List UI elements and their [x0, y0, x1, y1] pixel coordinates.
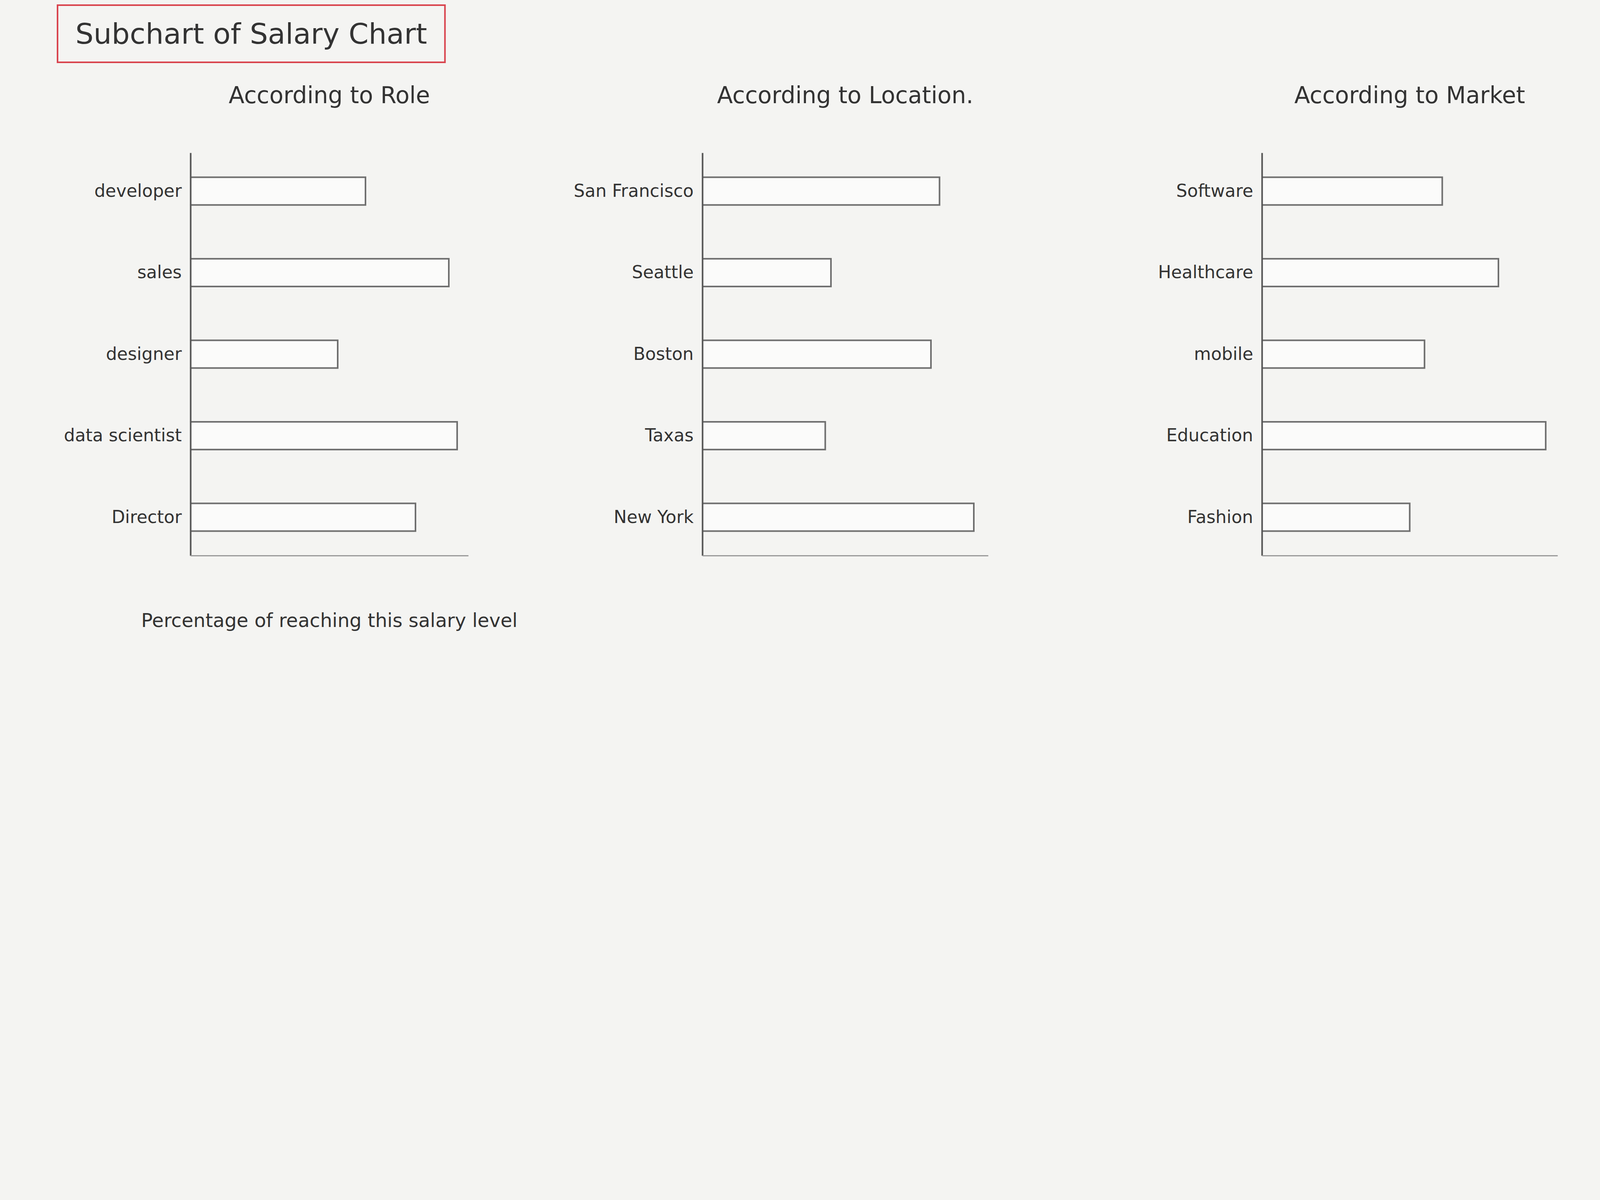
x-axis-line — [1262, 555, 1558, 557]
y-tick-label: Boston — [633, 343, 694, 364]
y-tick: Director — [111, 506, 191, 527]
y-tick-label: New York — [613, 506, 695, 527]
bar — [1261, 340, 1425, 369]
bars — [1261, 177, 1546, 532]
bar — [1261, 177, 1443, 206]
bar — [1261, 258, 1499, 287]
bar — [190, 177, 366, 206]
bar — [190, 258, 449, 287]
y-tick: San Francisco — [573, 180, 703, 201]
y-axis: Software Healthcare mobile Education Fashion — [1157, 153, 1262, 556]
y-tick: data scientist — [63, 425, 191, 446]
y-tick: Education — [1166, 425, 1262, 446]
y-tick-label: Director — [111, 506, 183, 527]
y-tick-label: data scientist — [63, 425, 182, 446]
chart-title: According to Market — [1294, 81, 1526, 109]
y-tick-label: Healthcare — [1157, 261, 1254, 283]
y-tick: mobile — [1194, 343, 1262, 364]
bar — [702, 503, 974, 532]
y-tick-label: Seattle — [631, 261, 694, 283]
y-tick: Healthcare — [1157, 261, 1262, 283]
bar — [702, 258, 831, 287]
y-tick-label: designer — [105, 343, 183, 364]
y-tick: Taxas — [644, 425, 703, 446]
x-axis-line — [702, 555, 989, 557]
y-tick-label: Fashion — [1187, 506, 1254, 527]
y-tick: developer — [94, 180, 191, 201]
y-tick-label: San Francisco — [573, 180, 694, 201]
x-axis — [702, 555, 989, 556]
bar — [190, 421, 458, 450]
y-axis-line — [701, 153, 704, 556]
x-axis — [190, 555, 469, 556]
y-tick: sales — [137, 261, 191, 283]
bar — [702, 177, 940, 206]
y-axis-line — [190, 153, 192, 556]
x-axis-line — [190, 555, 469, 557]
y-tick-label: Education — [1166, 425, 1254, 446]
y-tick: Boston — [633, 343, 703, 364]
y-tick-label: mobile — [1194, 343, 1254, 364]
bar — [190, 340, 338, 369]
y-axis: developer sales designer data scientist Dire… — [63, 153, 191, 556]
y-tick: New York — [613, 506, 703, 527]
x-axis — [1262, 555, 1558, 556]
chart-title: According to Location. — [717, 81, 974, 109]
bars — [702, 177, 974, 532]
y-tick-label: developer — [94, 180, 183, 201]
bar — [702, 340, 931, 369]
chart: According to Location. San Francisco Seatt… — [573, 81, 989, 556]
y-tick: designer — [105, 343, 191, 364]
y-tick-label: Taxas — [644, 425, 694, 446]
y-axis-line — [1261, 153, 1264, 556]
y-tick: Software — [1176, 180, 1262, 201]
paper — [0, 0, 1600, 1200]
chart: According to Market Software Healthcare mob… — [1157, 81, 1558, 556]
page: Subchart of Salary Chart According to Rol… — [0, 0, 1600, 1200]
bars — [190, 177, 458, 532]
chart-title: According to Role — [228, 81, 430, 109]
title-box — [57, 5, 445, 63]
bar — [1261, 503, 1410, 532]
y-tick: Fashion — [1187, 506, 1262, 527]
bar — [702, 421, 826, 450]
page-title: Subchart of Salary Chart — [75, 17, 427, 51]
y-tick-label: Software — [1176, 180, 1254, 201]
y-axis: San Francisco Seattle Boston Taxas New York — [573, 153, 703, 556]
y-tick: Seattle — [631, 261, 703, 283]
x-axis-title: Percentage of reaching this salary level — [141, 609, 518, 632]
y-tick-label: sales — [137, 261, 182, 283]
bar — [1261, 421, 1546, 450]
bar — [190, 503, 416, 532]
chart: According to Roledevelopersalesdesignerd… — [63, 81, 518, 632]
